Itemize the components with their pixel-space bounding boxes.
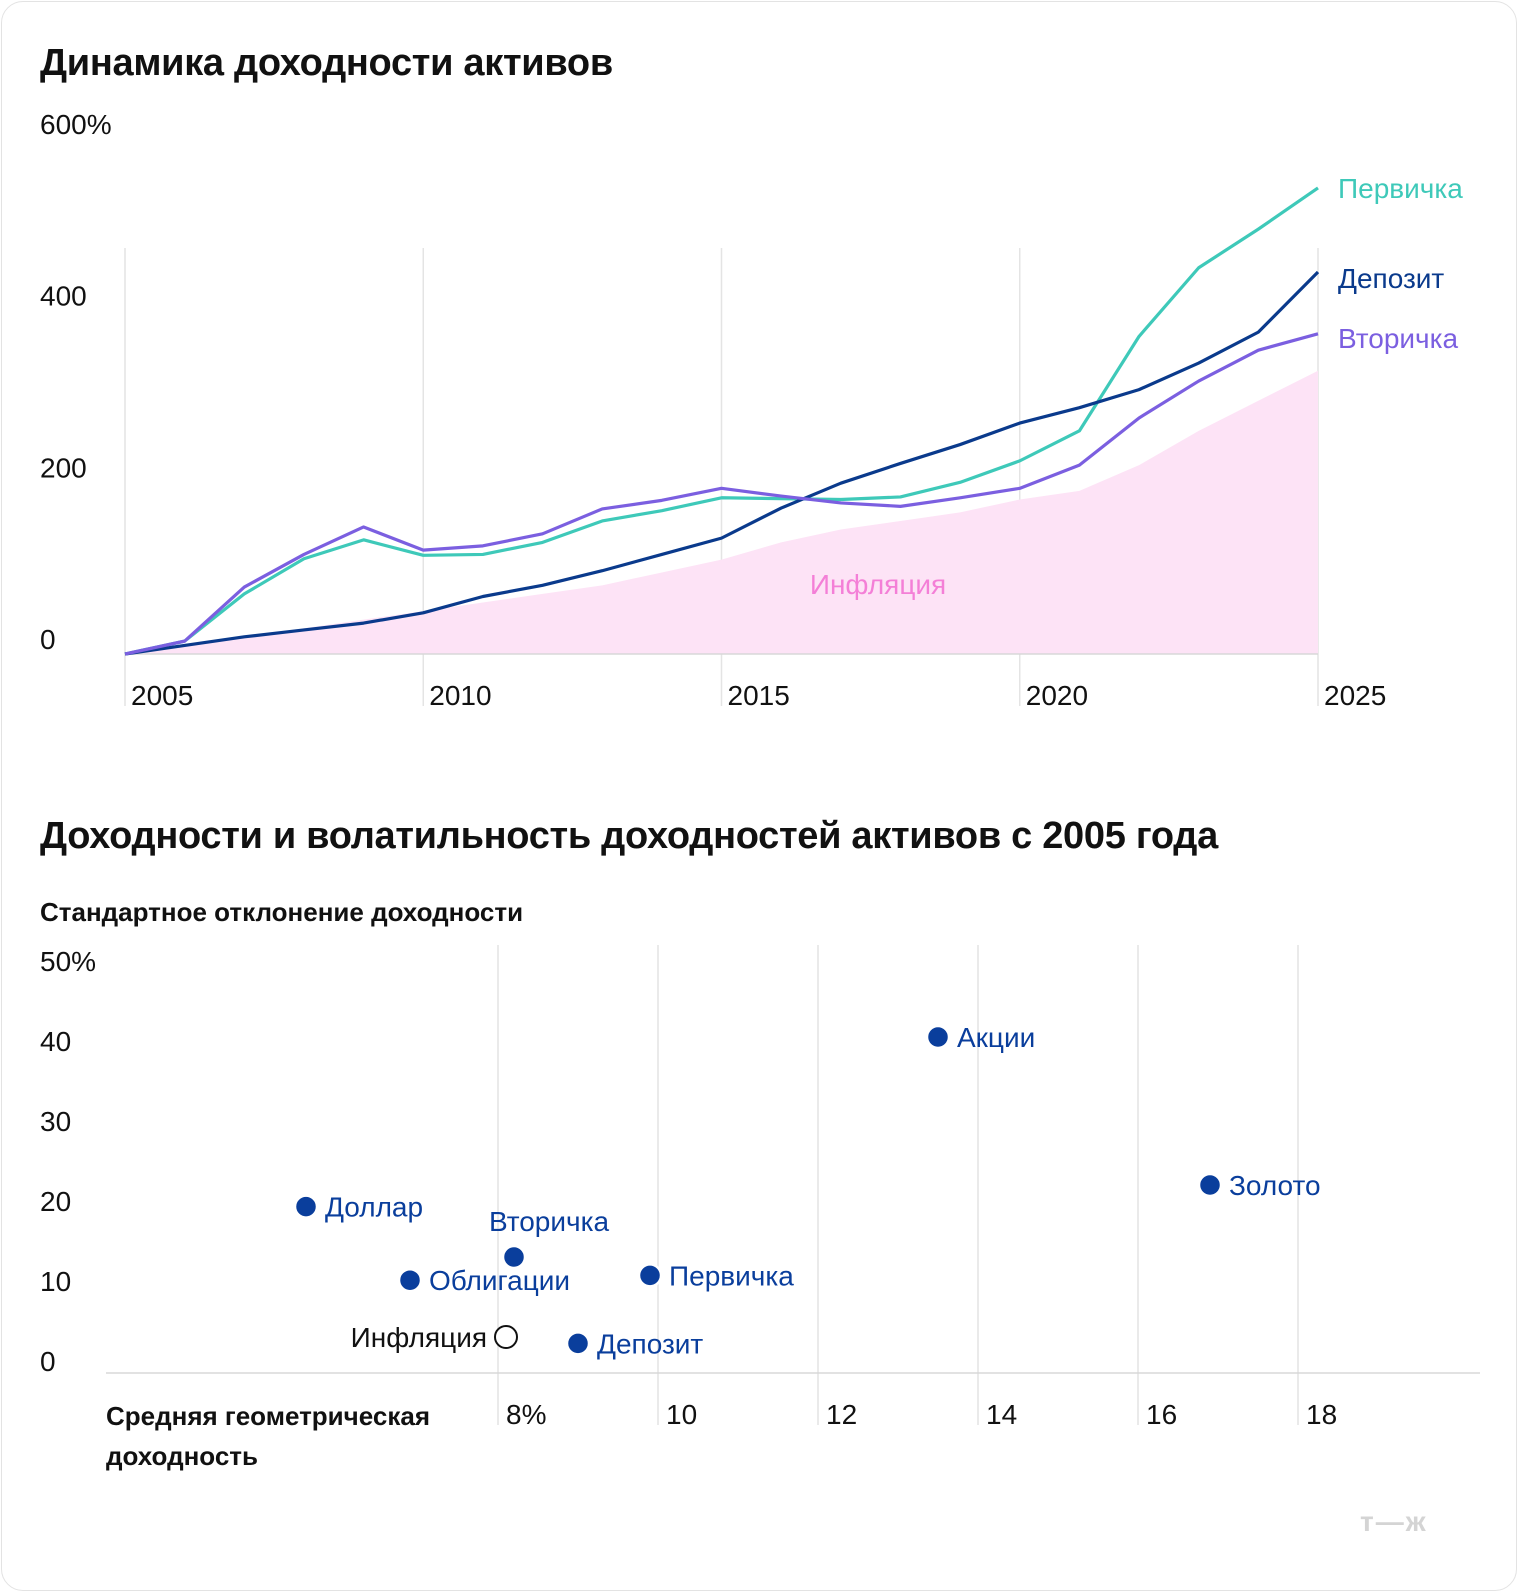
scatter-point-label: Доллар bbox=[325, 1192, 423, 1223]
scatter-point-label: Вторичка bbox=[489, 1206, 609, 1237]
scatter-point bbox=[637, 1263, 663, 1288]
inflation-area bbox=[125, 370, 1318, 654]
scatter-point-label: Депозит bbox=[597, 1328, 703, 1359]
scatter-x-tick: 14 bbox=[986, 1399, 1017, 1430]
scatter-x-tick: 10 bbox=[666, 1399, 697, 1430]
scatter-point bbox=[925, 1024, 951, 1050]
series-line-vtorichka bbox=[124, 332, 1319, 656]
line-chart-x-tick: 2005 bbox=[131, 680, 193, 711]
scatter-point bbox=[501, 1244, 527, 1270]
scatter-x-tick: 18 bbox=[1306, 1399, 1337, 1430]
scatter-point-label: Золото bbox=[1229, 1170, 1321, 1201]
line-chart-title: Динамика доходности активов bbox=[40, 42, 613, 84]
scatter-point bbox=[565, 1331, 591, 1356]
scatter-y-tick: 40 bbox=[40, 1026, 71, 1057]
line-chart-y-tick: 400 bbox=[40, 281, 87, 312]
scatter-y-tick: 0 bbox=[40, 1346, 56, 1377]
scatter-x-axis-label: Средняя геометрическая доходность bbox=[106, 1401, 430, 1471]
scatter-x-tick: 8% bbox=[506, 1399, 546, 1430]
scatter-y-tick: 30 bbox=[40, 1106, 71, 1137]
scatter-chart-title: Доходности и волатильность доходностей а… bbox=[40, 815, 1218, 857]
scatter-point bbox=[397, 1267, 423, 1293]
scatter-point-label: Первичка bbox=[669, 1260, 794, 1291]
scatter-y-axis-label: Стандартное отклонение доходности bbox=[40, 897, 524, 927]
scatter-x-tick: 12 bbox=[826, 1399, 857, 1430]
scatter-y-tick: 20 bbox=[40, 1186, 71, 1217]
series-label-vtorichka: Вторичка bbox=[1338, 323, 1458, 354]
series-label-pervichka: Первичка bbox=[1338, 173, 1463, 204]
line-chart-x-tick: 2015 bbox=[728, 680, 790, 711]
scatter-y-tick: 10 bbox=[40, 1266, 71, 1297]
scatter-point bbox=[293, 1194, 319, 1219]
scatter-point-label: Инфляция bbox=[351, 1322, 487, 1353]
scatter-y-tick: 50% bbox=[40, 946, 96, 977]
scatter-point-label: Акции bbox=[957, 1022, 1035, 1053]
inflation-annotation: Инфляция bbox=[810, 569, 946, 600]
series-line-deposit bbox=[124, 270, 1320, 656]
line-chart-y-tick: 200 bbox=[40, 452, 87, 483]
scatter-x-tick: 16 bbox=[1146, 1399, 1177, 1430]
scatter-point-hollow bbox=[494, 1325, 518, 1349]
line-chart-y-tick: 600% bbox=[40, 109, 112, 140]
scatter-point-label: Облигации bbox=[429, 1265, 570, 1296]
line-chart-x-tick: 2025 bbox=[1324, 680, 1386, 711]
line-chart-y-tick: 0 bbox=[40, 624, 56, 655]
line-chart-x-tick: 2020 bbox=[1026, 680, 1088, 711]
line-chart-x-tick: 2010 bbox=[429, 680, 491, 711]
series-line-pervichka bbox=[124, 186, 1319, 656]
tj-logo: т—ж bbox=[1360, 1506, 1428, 1537]
series-label-deposit: Депозит bbox=[1338, 263, 1444, 294]
scatter-point bbox=[1197, 1172, 1223, 1198]
